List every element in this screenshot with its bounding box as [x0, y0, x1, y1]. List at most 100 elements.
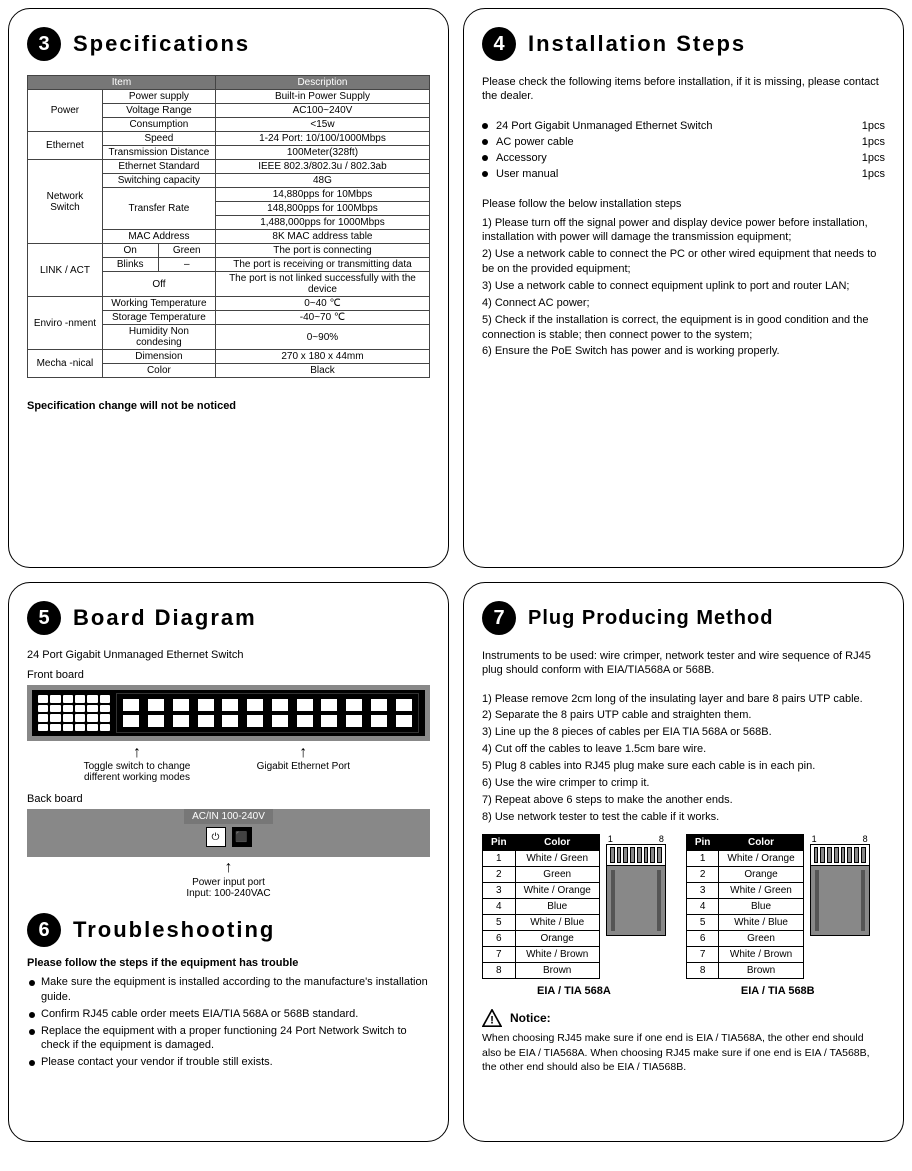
cell: 5: [483, 915, 516, 931]
cell: White / Brown: [515, 947, 599, 963]
cell: 2: [686, 867, 719, 883]
list-item: Accessory1pcs: [482, 150, 885, 166]
item-qty: 1pcs: [862, 136, 885, 148]
cell: 148,800pps for 100Mbps: [215, 202, 429, 216]
svg-text:!: !: [490, 1015, 494, 1027]
section-number: 7: [482, 601, 516, 635]
cell: 1: [686, 851, 719, 867]
list-item: Replace the equipment with a proper func…: [27, 1024, 430, 1054]
panel-installation: 4 Installation Steps Please check the fo…: [463, 8, 904, 568]
list-item: 24 Port Gigabit Unmanaged Ethernet Switc…: [482, 118, 885, 134]
cell: 3: [686, 883, 719, 899]
step: 2) Separate the 8 pairs UTP cable and st…: [482, 708, 885, 723]
cell: 4: [483, 899, 516, 915]
cell: 14,880pps for 10Mbps: [215, 188, 429, 202]
cell: White / Green: [515, 851, 599, 867]
power-annot2: Input: 100-240VAC: [27, 888, 430, 899]
port-group: [116, 693, 419, 733]
cell: Blue: [719, 899, 803, 915]
cell: –: [158, 258, 215, 272]
panel-plug-method: 7 Plug Producing Method Instruments to b…: [463, 582, 904, 1142]
cell: The port is not linked successfully with…: [215, 272, 429, 297]
device-name: 24 Port Gigabit Unmanaged Ethernet Switc…: [27, 649, 430, 661]
cell: Switching capacity: [102, 174, 215, 188]
panel-specifications: 3 Specifications Item Description Power …: [8, 8, 449, 568]
item-name: 24 Port Gigabit Unmanaged Ethernet Switc…: [496, 120, 712, 132]
list-item: Please contact your vendor if trouble st…: [27, 1055, 430, 1070]
step: 8) Use network tester to test the cable …: [482, 810, 885, 825]
list-item: AC power cable 1pcs: [482, 134, 885, 150]
step: 7) Repeat above 6 steps to make the anot…: [482, 793, 885, 808]
cell: Power supply: [102, 90, 215, 104]
item-qty: 1pcs: [862, 152, 885, 164]
section-title: Specifications: [73, 31, 250, 57]
section-number: 5: [27, 601, 61, 635]
cell: AC100~240V: [215, 104, 429, 118]
col-desc: Description: [215, 76, 429, 90]
cell: 6: [483, 931, 516, 947]
cell: Consumption: [102, 118, 215, 132]
ts-lead: Please follow the steps if the equipment…: [27, 957, 430, 969]
section-title: Board Diagram: [73, 605, 257, 631]
cell: White / Brown: [719, 947, 803, 963]
cell: 4: [686, 899, 719, 915]
cell: Green: [158, 244, 215, 258]
cell: Working Temperature: [102, 297, 215, 311]
cell: Off: [102, 272, 215, 297]
package-list: 24 Port Gigabit Unmanaged Ethernet Switc…: [482, 118, 885, 182]
cell: Voltage Range: [102, 104, 215, 118]
cell: 1,488,000pps for 1000Mbps: [215, 216, 429, 230]
item-qty: 1pcs: [862, 120, 885, 132]
group-env: Enviro -nment: [28, 297, 103, 350]
cell: 1-24 Port: 10/100/1000Mbps: [215, 132, 429, 146]
step: 4) Cut off the cables to leave 1.5cm bar…: [482, 742, 885, 757]
cell: Green: [719, 931, 803, 947]
cell: White / Orange: [515, 883, 599, 899]
item-qty: 1pcs: [862, 168, 885, 180]
cell: 8K MAC address table: [215, 230, 429, 244]
arrow-up-icon: ↑: [299, 745, 307, 761]
cell: Storage Temperature: [102, 311, 215, 325]
cell: 1: [483, 851, 516, 867]
item-name: AC power cable: [496, 136, 574, 148]
step: 5) Plug 8 cables into RJ45 plug make sur…: [482, 759, 885, 774]
list-item: Confirm RJ45 cable order meets EIA/TIA 5…: [27, 1007, 430, 1022]
step: 6) Use the wire crimper to crimp it.: [482, 776, 885, 791]
panel-board-troubleshooting: 5 Board Diagram 24 Port Gigabit Unmanage…: [8, 582, 449, 1142]
annot-toggle: Toggle switch to change different workin…: [67, 761, 207, 783]
arrow-up-icon: ↑: [27, 859, 430, 877]
cell: 8: [686, 963, 719, 979]
section-title: Installation Steps: [528, 31, 746, 57]
cell: 2: [483, 867, 516, 883]
install-intro: Please check the following items before …: [482, 75, 885, 104]
plug-intro: Instruments to be used: wire crimper, ne…: [482, 649, 885, 678]
pin-table-568b: PinColor 1White / Orange 2Orange 3White …: [686, 834, 804, 979]
cell: The port is receiving or transmitting da…: [215, 258, 429, 272]
group-power: Power: [28, 90, 103, 132]
front-board-diagram: [27, 685, 430, 741]
pin-table-568a: PinColor 1White / Green 2Green 3White / …: [482, 834, 600, 979]
cell: 8: [483, 963, 516, 979]
cell: The port is connecting: [215, 244, 429, 258]
step: 3) Line up the 8 pieces of cables per EI…: [482, 725, 885, 740]
power-annot: Power input port: [27, 877, 430, 888]
cell: On: [102, 244, 158, 258]
cell: IEEE 802.3/802.3u / 802.3ab: [215, 160, 429, 174]
warning-triangle-icon: !: [482, 1009, 502, 1027]
cell: 7: [686, 947, 719, 963]
list-item: User manual1pcs: [482, 166, 885, 182]
cell: White / Blue: [515, 915, 599, 931]
section-number: 6: [27, 913, 61, 947]
cell: Dimension: [102, 350, 215, 364]
cell: Green: [515, 867, 599, 883]
col-pin: Pin: [483, 835, 516, 851]
rj45-plug-icon: 18: [810, 834, 870, 936]
cell: Blinks: [102, 258, 158, 272]
back-board-diagram: AC/IN 100-240V ⏻ ⬛: [27, 809, 430, 857]
cell: 270 x 180 x 44mm: [215, 350, 429, 364]
cell: Color: [102, 364, 215, 378]
cell: White / Orange: [719, 851, 803, 867]
caption-568a: EIA / TIA 568A: [482, 985, 666, 997]
troubleshoot-list: Make sure the equipment is installed acc…: [27, 975, 430, 1070]
specifications-table: Item Description Power Power supply Buil…: [27, 75, 430, 378]
